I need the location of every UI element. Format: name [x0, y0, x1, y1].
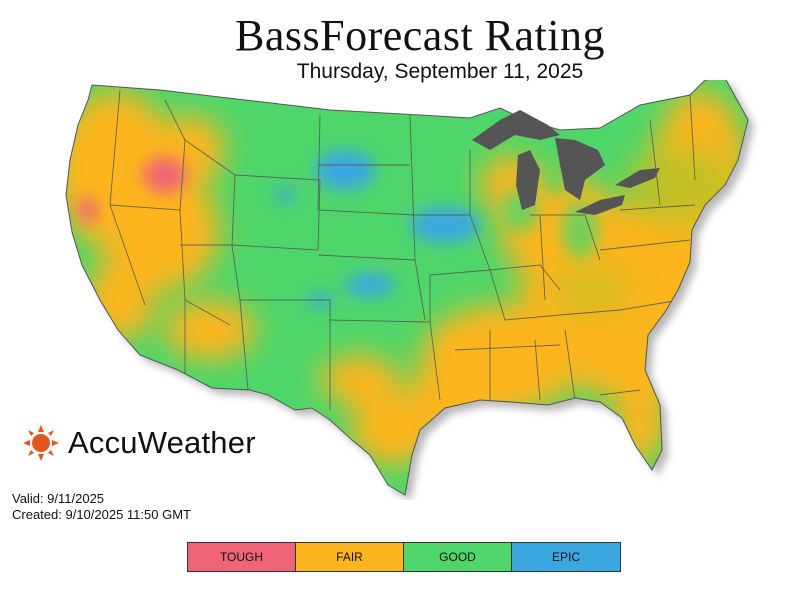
page-title: BassForecast Rating: [234, 11, 605, 60]
sun-icon: [23, 425, 59, 461]
good-zones: [502, 164, 598, 258]
legend-tough: TOUGH: [188, 543, 296, 571]
created-date: Created: 9/10/2025 11:50 GMT: [12, 507, 191, 522]
legend-epic: EPIC: [512, 543, 620, 571]
accuweather-logo: AccuWeather: [22, 424, 256, 462]
forecast-map: [0, 80, 800, 500]
legend-good: GOOD: [404, 543, 512, 571]
brand-name: AccuWeather: [68, 425, 256, 460]
rating-legend: TOUGH FAIR GOOD EPIC: [187, 542, 621, 572]
valid-date: Valid: 9/11/2025: [12, 491, 105, 506]
tough-zones: [78, 157, 187, 222]
forecast-date: Thursday, September 11, 2025: [296, 60, 584, 83]
legend-fair: FAIR: [296, 543, 404, 571]
us-map: [65, 80, 754, 500]
validity-info: Valid: 9/11/2025 Created: 9/10/2025 11:5…: [12, 491, 191, 523]
state-borders: [109, 89, 696, 410]
great-lakes: [472, 110, 660, 215]
